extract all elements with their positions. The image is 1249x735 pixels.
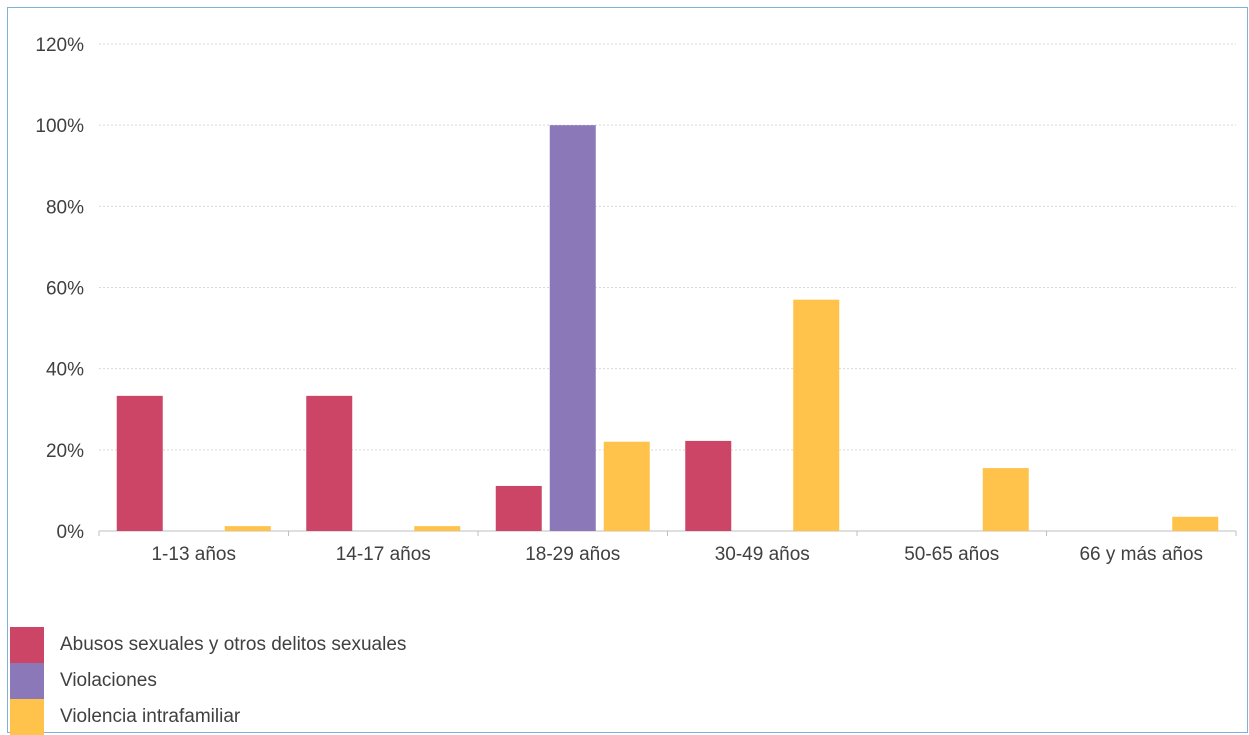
x-tick-label: 1-13 años (151, 544, 236, 565)
bar-violaciones-18-29-anos (549, 125, 596, 532)
bar-violencia-intrafamiliar-30-49-anos (793, 299, 840, 531)
y-tick-label: 100% (35, 116, 84, 137)
chart-frame (7, 7, 1248, 733)
bar-abusos-sexuales-y-otros-delitos-sexuales-30-49-anos (685, 440, 732, 531)
legend-label-violaciones: Violaciones (60, 670, 157, 691)
bar-abusos-sexuales-y-otros-delitos-sexuales-1-13-anos (116, 395, 163, 531)
x-tick-label: 18-29 años (525, 544, 620, 565)
x-tick-label: 66 y más años (1079, 544, 1203, 565)
legend-label-abusos: Abusos sexuales y otros delitos sexuales (60, 634, 407, 655)
legend-swatch-violaciones (10, 663, 44, 699)
y-tick-label: 0% (57, 522, 85, 543)
legend-swatch-violencia-intrafamiliar (10, 699, 44, 735)
x-tick-label: 30-49 años (715, 544, 810, 565)
legend-label-violencia-intrafamiliar: Violencia intrafamiliar (60, 706, 241, 727)
bar-violencia-intrafamiliar-18-29-anos (603, 441, 650, 531)
y-tick-label: 60% (46, 279, 84, 300)
legend-item-violaciones: Violaciones (10, 663, 406, 699)
y-tick-label: 80% (46, 197, 84, 218)
legend-swatch-abusos (10, 627, 44, 663)
y-tick-label: 20% (46, 441, 84, 462)
bar-violencia-intrafamiliar-1-13-anos (224, 526, 271, 531)
x-tick-label: 50-65 años (904, 544, 999, 565)
bar-chart: 0% 20% 40% 60% 80% 100% 120% 1-13 años 14-17 año… (35, 35, 1237, 565)
y-tick-label: 120% (35, 35, 84, 56)
bar-abusos-sexuales-y-otros-delitos-sexuales-18-29-anos (495, 485, 542, 531)
legend: Abusos sexuales y otros delitos sexuales… (10, 627, 406, 735)
bar-violencia-intrafamiliar-50-65-anos (982, 468, 1029, 531)
legend-item-abusos: Abusos sexuales y otros delitos sexuales (10, 627, 406, 663)
y-tick-label: 40% (46, 360, 84, 381)
bar-violencia-intrafamiliar-14-17-anos (414, 526, 461, 531)
bar-violencia-intrafamiliar-66-y-mas-anos (1172, 516, 1219, 531)
bar-abusos-sexuales-y-otros-delitos-sexuales-14-17-anos (306, 395, 353, 531)
legend-item-violencia-intrafamiliar: Violencia intrafamiliar (10, 699, 406, 735)
x-tick-label: 14-17 años (336, 544, 431, 565)
